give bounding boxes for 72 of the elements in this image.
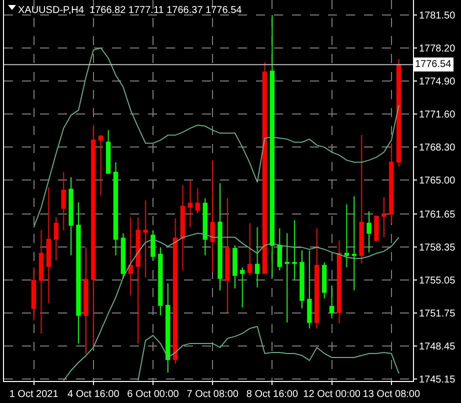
y-tick-label: 1774.90 [419, 76, 456, 88]
candlestick [307, 250, 312, 329]
x-tick-label: 13 Oct 08:00 [362, 389, 420, 400]
candlestick [292, 220, 297, 281]
line-series [63, 232, 400, 381]
candlestick [158, 246, 163, 316]
x-tick-label: 8 Oct 16:00 [246, 389, 298, 400]
x-tick-label: 6 Oct 00:00 [127, 389, 180, 400]
candlestick [284, 232, 290, 323]
y-tick-label: 1771.60 [419, 110, 456, 121]
candlestick [218, 182, 222, 291]
candlestick [254, 226, 260, 288]
candlestick [300, 250, 304, 309]
candlestick [314, 228, 320, 329]
text: XAUUSD-P,H4 1766.82 1777.11 1766.37 1776.54 [18, 5, 242, 16]
candlestick [38, 230, 44, 334]
candlestick [54, 216, 58, 261]
candlestick [382, 196, 386, 238]
candlestick [76, 202, 81, 344]
y-tick-label: 1745.15 [419, 374, 456, 386]
candlestick [84, 246, 88, 354]
candlestick [329, 284, 334, 319]
candlestick [143, 200, 148, 278]
candlestick [210, 160, 215, 273]
y-tick-label: 1761.65 [419, 209, 456, 220]
candlestick [68, 176, 74, 256]
candlestick [240, 266, 245, 308]
candlestick [128, 216, 133, 296]
candlestick [277, 228, 282, 271]
candlestick [374, 216, 379, 241]
candlestick [366, 210, 372, 253]
candlestick [61, 172, 66, 231]
x-tick-label: 12 Oct 00:00 [303, 389, 361, 400]
ref-line-label: 1776.54 [415, 59, 452, 70]
candlestick [195, 188, 200, 214]
candlestick [359, 134, 364, 264]
candlestick [150, 230, 156, 261]
candlestick [166, 282, 170, 373]
candlestick [46, 186, 52, 304]
candlestick [31, 266, 36, 321]
candlestick [113, 162, 118, 256]
candlestick [225, 198, 230, 313]
y-tick-label: 1751.75 [419, 308, 456, 320]
candlestick [202, 198, 208, 256]
candlestick [173, 218, 178, 364]
candlestick [120, 232, 126, 279]
y-tick-label: 1778.20 [419, 44, 456, 55]
candlestick [106, 130, 111, 174]
candlestick [232, 244, 238, 289]
y-tick-label: 1758.35 [419, 242, 456, 254]
candlestick [180, 184, 186, 271]
y-tick-label: 1748.45 [419, 341, 456, 352]
x-tick-label: 1 Oct 2021 [9, 389, 59, 400]
candlestick [322, 262, 327, 299]
candlestick [352, 196, 356, 291]
x-tick-label: 4 Oct 16:00 [68, 389, 120, 400]
candlestick [248, 222, 252, 276]
candlestick [344, 204, 350, 268]
candlestick [336, 240, 342, 324]
candlestick [262, 62, 268, 274]
line-series [33, 48, 400, 228]
x-tick-label: 7 Oct 08:00 [186, 389, 239, 400]
candlestick [389, 142, 394, 224]
y-tick-label: 1755.05 [419, 275, 456, 286]
candlestick [98, 134, 104, 196]
line-series [138, 326, 400, 381]
y-tick-label: 1781.50 [419, 10, 456, 22]
candlestick [188, 180, 193, 228]
candlestick [396, 58, 402, 168]
y-tick-label: 1768.30 [419, 142, 456, 154]
candlestick [136, 216, 140, 344]
y-tick-label: 1765.00 [419, 176, 456, 187]
